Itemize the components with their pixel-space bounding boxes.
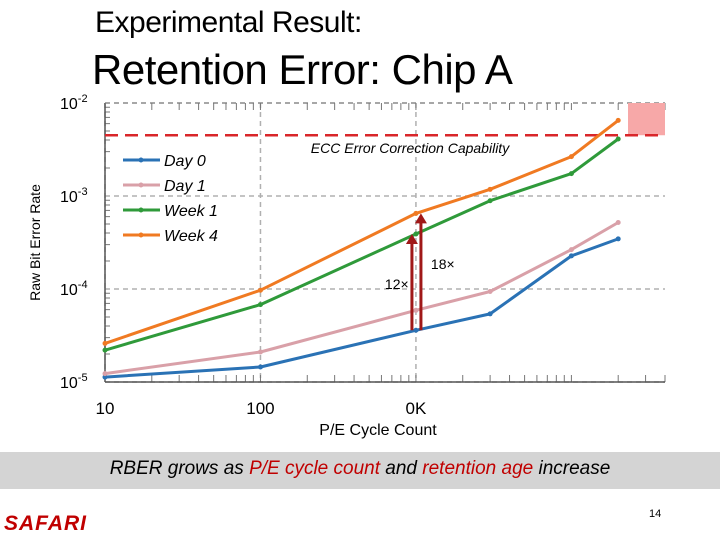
data-point [413,307,419,313]
y-tick-label: 10-2 [60,93,88,113]
takeaway-part-1: RBER grows as [109,458,250,479]
data-point [102,347,108,353]
data-point [257,287,263,293]
x-axis-title: P/E Cycle Count [319,422,437,439]
ecc-label: ECC Error Correction Capability [311,140,510,156]
data-point [487,288,493,294]
legend-marker [138,232,144,238]
series-line-week-1 [104,137,620,352]
legend-label: Week 4 [164,228,218,245]
x-tick-label: 10 [96,399,115,418]
series-line-day-0 [104,237,619,379]
data-point [102,374,108,380]
data-point [102,371,108,377]
series-layer [102,117,621,380]
data-point [487,186,493,192]
x-tick-label: 100 [246,399,274,418]
legend-label: Day 1 [164,178,206,195]
data-point [257,364,263,370]
data-point [568,247,574,253]
series-line-week-4 [104,119,620,345]
data-point [615,219,621,225]
data-point [487,198,493,204]
data-point [102,340,108,346]
takeaway-highlight-pe: P/E cycle count [249,458,381,479]
slide-title-line2: Retention Error: Chip A [92,46,513,93]
legend-label: Day 0 [164,153,206,170]
legend-marker [138,182,144,188]
data-point [413,210,419,216]
legend-marker [138,207,144,213]
chart-legend: Day 0 Day 1 Week 1 Week 4 [123,153,218,245]
data-point [615,117,621,123]
y-axis-title: Raw Bit Error Rate [27,184,43,301]
takeaway-highlight-age: retention age [422,458,534,479]
series-line-day-1 [104,221,619,376]
data-point [615,236,621,242]
takeaway-part-3: and [380,458,423,479]
legend-label: Week 1 [164,203,218,220]
arrow-layer [405,213,427,331]
safari-logo: SAFARI [4,512,88,535]
data-point [568,253,574,259]
data-point [568,171,574,177]
ecc-capability-region [628,103,665,136]
takeaway-banner [0,452,720,489]
retention-error-chart: ECC Error Correction Capability 10-2 10-3 1… [27,93,666,439]
y-tick-label: 10-4 [60,279,88,299]
page-number: 14 [649,508,662,520]
data-point [568,154,574,160]
grid-layer [104,102,666,383]
data-point [413,327,419,333]
data-point [257,349,263,355]
arrow-18x-head [414,213,427,224]
data-point [413,231,419,237]
y-tick-label: 10-3 [60,186,88,206]
arrow-18x-label: 18× [431,256,455,272]
slide-title-line1: Experimental Result: [95,6,362,39]
label-layer: ECC Error Correction Capability 10-2 10-3 1… [27,93,510,439]
data-point [487,311,493,317]
ecc-layer [105,103,665,137]
y-tick-label: 10-5 [60,372,88,392]
data-point [615,136,621,142]
arrow-12x-head [405,234,418,245]
takeaway-part-5: increase [533,458,611,479]
arrow-12x-label: 12× [385,276,409,292]
x-tick-label: 0K [406,399,427,418]
data-point [257,302,263,308]
legend-marker [138,157,144,163]
takeaway-text: RBER grows as P/E cycle count and retent… [0,458,720,480]
